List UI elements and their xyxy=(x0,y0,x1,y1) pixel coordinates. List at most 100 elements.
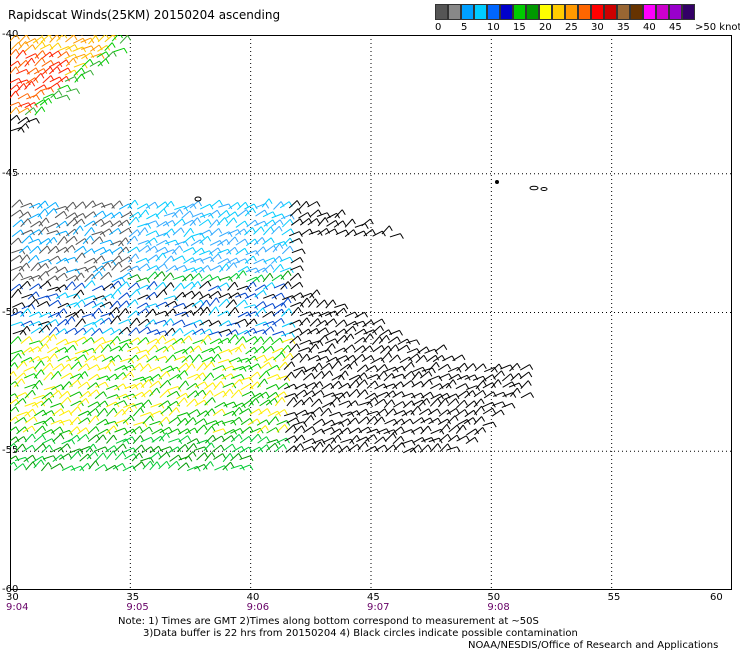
wind-barb-flag xyxy=(36,118,39,123)
legend-label: 15 xyxy=(513,22,526,33)
wind-barb-flag xyxy=(448,434,451,439)
wind-barb xyxy=(95,465,104,471)
wind-barb-flag xyxy=(318,319,321,324)
wind-barb xyxy=(65,328,74,334)
wind-barb-flag xyxy=(135,300,138,305)
wind-barb-flag xyxy=(387,335,390,340)
wind-barb xyxy=(211,200,220,207)
wind-barb xyxy=(59,430,69,434)
wind-barb xyxy=(195,400,204,406)
wind-barb xyxy=(102,294,112,299)
wind-barb xyxy=(239,447,249,453)
wind-barb xyxy=(210,228,218,235)
wind-barb xyxy=(133,462,142,469)
wind-barb-flag xyxy=(67,95,70,100)
wind-barb-flag xyxy=(91,236,94,241)
wind-barb xyxy=(51,427,60,434)
wind-barb xyxy=(272,331,282,335)
wind-barb xyxy=(34,370,41,379)
wind-barb-flag xyxy=(87,364,90,369)
wind-barb-flag xyxy=(249,409,252,414)
wind-barb-flag xyxy=(329,350,332,355)
wind-barb xyxy=(283,353,291,361)
wind-barb-flag xyxy=(319,363,322,368)
wind-barb xyxy=(13,220,21,227)
wind-barb xyxy=(258,445,267,452)
wind-barb-flag xyxy=(157,462,160,467)
wind-barb-flag xyxy=(120,201,123,206)
wind-barb-flag xyxy=(77,89,80,94)
wind-barb-flag xyxy=(114,408,117,413)
wind-barb xyxy=(403,371,411,378)
wind-barb xyxy=(197,453,205,460)
wind-barb xyxy=(227,237,235,245)
wind-barb xyxy=(104,421,114,424)
wind-barb xyxy=(250,434,258,442)
wind-barb xyxy=(466,429,475,435)
wind-barb-flag xyxy=(219,346,222,351)
wind-barb xyxy=(400,357,409,363)
wind-barb-flag xyxy=(222,409,225,414)
wind-barb-flag xyxy=(159,367,162,372)
wind-barb xyxy=(10,337,18,345)
wind-barb-flag xyxy=(288,345,291,350)
wind-barb xyxy=(93,337,102,343)
wind-barb-flag xyxy=(517,363,520,368)
wind-barb xyxy=(289,329,299,334)
wind-barb-flag xyxy=(316,344,319,349)
wind-barb xyxy=(321,408,329,416)
wind-barb-flag xyxy=(221,381,224,386)
wind-barb-flag xyxy=(114,435,117,440)
wind-barb xyxy=(67,219,75,227)
wind-barb xyxy=(128,247,137,253)
wind-barb xyxy=(85,227,92,236)
wind-barb-flag xyxy=(103,211,106,216)
wind-barb xyxy=(407,349,417,353)
wind-barb-flag xyxy=(322,419,325,424)
wind-barb-flag xyxy=(456,399,459,404)
wind-barb xyxy=(341,439,351,442)
legend-swatch xyxy=(604,4,617,20)
wind-barb-flag xyxy=(475,437,478,442)
wind-barb xyxy=(160,380,168,388)
wind-barb-flag xyxy=(365,442,368,447)
wind-barb xyxy=(43,76,51,83)
wind-barb-flag xyxy=(56,202,59,207)
wind-barb xyxy=(374,384,384,389)
wind-barb xyxy=(168,461,176,468)
wind-barb xyxy=(59,411,69,416)
wind-barb-flag xyxy=(73,345,76,350)
wind-barb-flag xyxy=(297,201,300,206)
wind-barb xyxy=(429,418,438,424)
wind-barb xyxy=(57,319,66,326)
wind-barb xyxy=(238,210,247,217)
wind-barb xyxy=(35,426,43,434)
wind-barb xyxy=(388,345,396,353)
wind-barb-flag xyxy=(16,91,19,96)
wind-barb-flag xyxy=(60,464,63,469)
wind-barb-flag xyxy=(498,380,501,385)
contamination-circle xyxy=(541,188,547,191)
wind-barb-flag xyxy=(339,445,342,450)
wind-barb xyxy=(336,356,346,361)
wind-barb xyxy=(101,221,110,227)
wind-barb xyxy=(447,416,455,424)
wind-barb-flag xyxy=(473,364,476,369)
wind-barb-flag xyxy=(78,407,81,412)
wind-barb xyxy=(308,299,315,308)
wind-barb xyxy=(200,204,210,209)
wind-barb-flag xyxy=(137,283,140,288)
wind-barb xyxy=(150,411,160,415)
wind-barb xyxy=(295,384,305,389)
wind-barb-flag xyxy=(48,281,51,286)
wind-barb-flag xyxy=(32,58,35,63)
wind-barb xyxy=(177,418,185,426)
wind-barb xyxy=(231,453,239,460)
wind-barb xyxy=(356,373,364,381)
wind-barb xyxy=(240,377,250,380)
wind-barb-flag xyxy=(208,220,211,225)
wind-barb-flag xyxy=(147,264,150,269)
wind-barb xyxy=(473,376,483,380)
wind-barb-flag xyxy=(297,344,300,349)
wind-barb-flag xyxy=(317,219,320,224)
